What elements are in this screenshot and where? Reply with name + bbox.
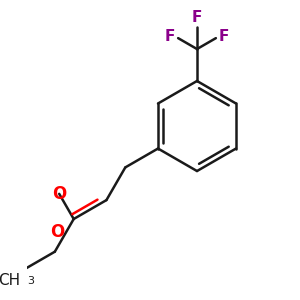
Text: O: O [52,185,66,203]
Text: O: O [50,224,64,242]
Text: F: F [219,29,229,44]
Text: F: F [192,10,202,25]
Text: CH: CH [0,274,21,289]
Text: 3: 3 [27,276,34,286]
Text: F: F [165,29,175,44]
